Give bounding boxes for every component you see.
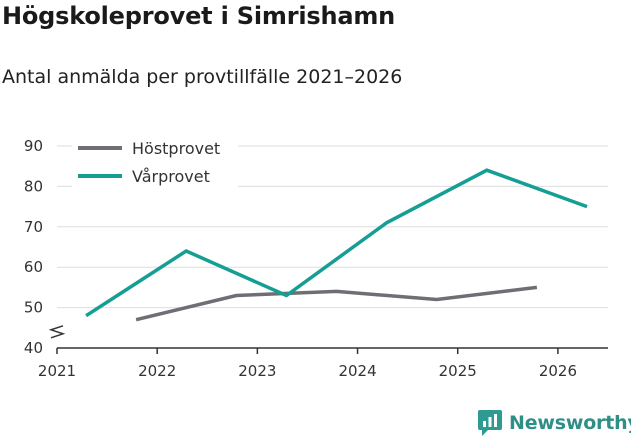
data-point <box>134 318 138 322</box>
data-point <box>284 293 288 297</box>
data-point <box>184 249 188 253</box>
legend-label: Vårprovet <box>132 167 210 186</box>
y-tick-label: 60 <box>24 258 43 276</box>
newsworthy-logo-icon <box>478 410 502 436</box>
series-line-höstprovet <box>135 285 538 322</box>
chart-subtitle: Antal anmälda per provtillfälle 2021–202… <box>2 66 403 88</box>
series-lines <box>84 168 589 322</box>
y-tick-label: 90 <box>24 137 43 155</box>
x-tick-label: 2021 <box>38 362 76 380</box>
data-point <box>335 289 339 293</box>
y-tick-label: 80 <box>24 177 43 195</box>
x-tick-label: 2023 <box>238 362 276 380</box>
data-point <box>84 314 88 318</box>
data-point <box>234 293 238 297</box>
y-tick-label: 40 <box>24 339 43 357</box>
x-tick-label: 2026 <box>539 362 577 380</box>
x-tick-label: 2024 <box>338 362 376 380</box>
axes: 40 50 60 70 80 90 2021 2022 2023 2024 2025 2026 <box>24 137 608 380</box>
data-point <box>485 168 489 172</box>
data-point <box>585 205 589 209</box>
y-tick-label: 70 <box>24 218 43 236</box>
data-point <box>535 285 539 289</box>
y-tick-label: 50 <box>24 299 43 317</box>
x-tick-label: 2025 <box>439 362 477 380</box>
legend-label: Höstprovet <box>132 139 220 158</box>
x-tick-label: 2022 <box>138 362 176 380</box>
brand-name: Newsworthy <box>509 412 631 434</box>
legend: Höstprovet Vårprovet <box>72 134 238 200</box>
newsworthy-logo: Newsworthy <box>477 406 631 440</box>
axis-break-marker <box>48 325 66 339</box>
data-point <box>385 221 389 225</box>
data-point <box>435 298 439 302</box>
series-line-vårprovet <box>85 168 588 318</box>
chart-title: Högskoleprovet i Simrishamn <box>2 2 396 30</box>
legend-background <box>72 134 238 200</box>
